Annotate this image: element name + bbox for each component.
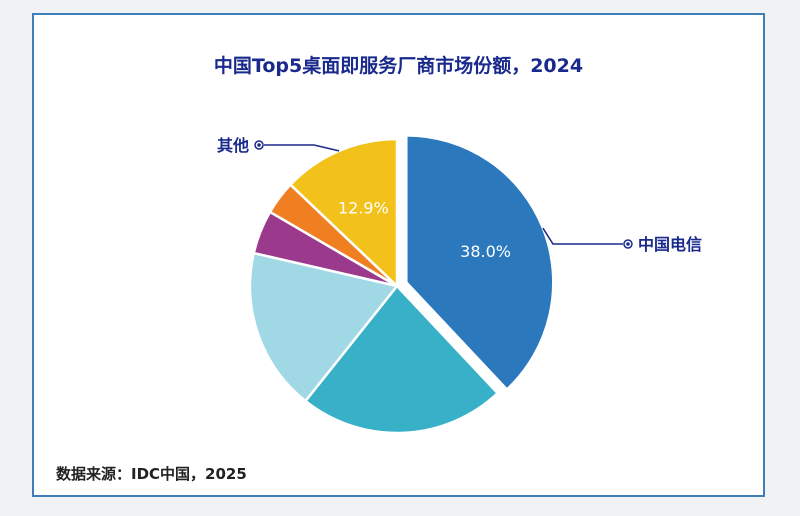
callout-line	[264, 144, 340, 152]
pie-slice-1	[405, 134, 555, 391]
callout-line	[542, 227, 623, 245]
pie-slice-2	[304, 284, 499, 435]
chart-title: 中国Top5桌面即服务厂商市场份额，2024	[213, 55, 584, 77]
slice-category-label: 其他	[217, 136, 249, 155]
slice-value-label: 12.9%	[338, 199, 389, 218]
pie-slice-3	[248, 251, 399, 403]
callout-marker-dot	[257, 143, 261, 147]
pie-chart: 38.0% 12.9% 中国电信 其他	[217, 134, 702, 435]
slice-category-label: 中国电信	[638, 235, 702, 254]
data-source: 数据来源：IDC中国，2025	[56, 465, 247, 483]
slice-value-label: 38.0%	[460, 242, 511, 261]
callout-marker-dot	[626, 242, 630, 246]
pie-slice-6	[289, 137, 399, 288]
chart-card: 中国Top5桌面即服务厂商市场份额，2024 38.0% 12.9% 中国电信 其他 …	[32, 13, 765, 497]
